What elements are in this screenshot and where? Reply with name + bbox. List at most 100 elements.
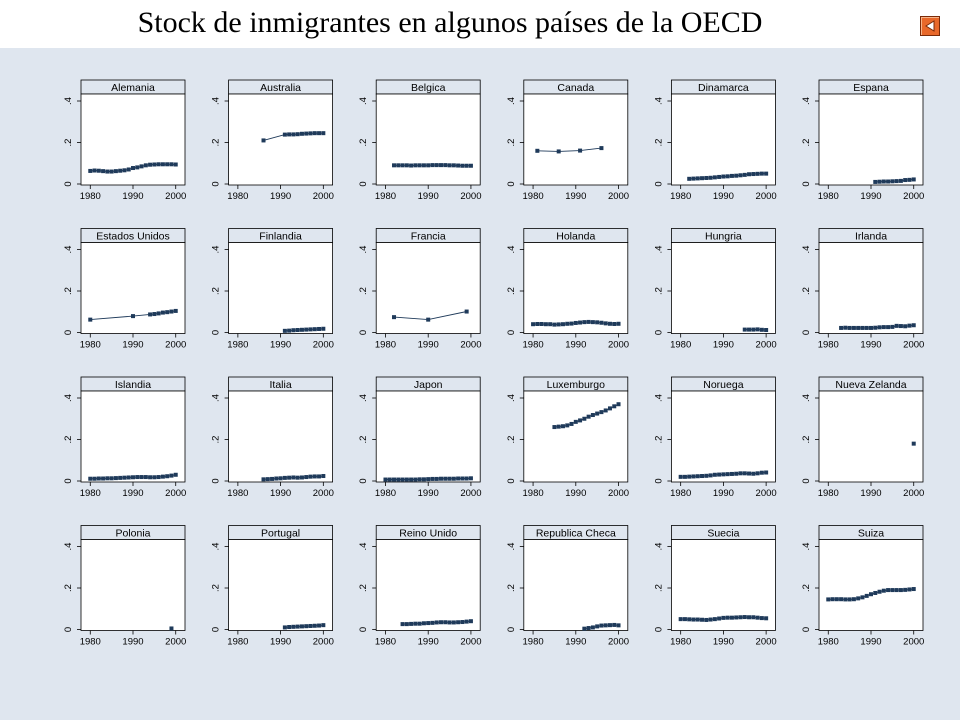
y-tick-label: .4 [358, 97, 369, 105]
data-point [830, 597, 835, 602]
data-point [851, 325, 856, 330]
x-tick-label: 1980 [523, 340, 544, 351]
x-tick-label: 2000 [903, 191, 924, 202]
data-point [404, 163, 409, 168]
data-point [261, 477, 266, 482]
data-point [578, 148, 583, 153]
data-point [135, 475, 140, 480]
data-point [413, 163, 418, 168]
y-tick-label: .4 [63, 543, 74, 551]
data-point [881, 325, 886, 330]
panel-label: Finlandia [259, 231, 302, 243]
x-tick-label: 1990 [418, 637, 439, 648]
data-point [173, 308, 178, 313]
data-point [143, 163, 148, 168]
data-point [417, 477, 422, 482]
panel-reino-unido: Reino Unido 1980 1990 2000 0 .2 .4 [358, 525, 481, 648]
data-point [556, 149, 561, 154]
data-point [383, 477, 388, 482]
data-point [877, 179, 882, 184]
x-tick-label: 1980 [80, 488, 101, 499]
data-point [282, 475, 287, 480]
data-point [396, 477, 401, 482]
data-point [700, 176, 705, 181]
data-point [691, 474, 696, 479]
panel-estados-unidos: Estados Unidos 1980 1990 2000 0 .2 .4 [63, 228, 186, 351]
y-tick-label: .2 [211, 287, 222, 295]
data-point [607, 623, 612, 628]
data-point [894, 588, 899, 593]
data-point [113, 476, 118, 481]
data-point [834, 597, 839, 602]
data-point [886, 588, 891, 593]
data-point [443, 163, 448, 168]
x-tick-label: 1990 [860, 488, 881, 499]
data-point [565, 423, 570, 428]
data-point [321, 131, 326, 136]
data-point [616, 623, 621, 628]
y-tick-label: .4 [358, 394, 369, 402]
data-point [599, 623, 604, 628]
x-tick-label: 1990 [270, 340, 291, 351]
x-tick-label: 2000 [756, 340, 777, 351]
panel-label: Espana [853, 82, 889, 94]
data-point [109, 476, 114, 481]
panel-italia: Italia 1980 1990 2000 0 .2 .4 [211, 376, 334, 499]
x-tick-label: 2000 [903, 340, 924, 351]
y-tick-label: 0 [801, 330, 812, 335]
data-point [291, 475, 296, 480]
data-point [856, 325, 861, 330]
y-tick-label: .2 [506, 436, 517, 444]
data-point [755, 471, 760, 476]
data-point [160, 162, 165, 167]
y-tick-label: 0 [211, 478, 222, 483]
data-point [413, 621, 418, 626]
panel-label: Suiza [858, 528, 884, 540]
data-point [573, 419, 578, 424]
panel-label: Suecia [707, 528, 739, 540]
data-point [460, 620, 465, 625]
plot-box [375, 93, 481, 186]
plot-box [80, 242, 186, 334]
data-point [126, 475, 131, 480]
data-point [160, 474, 165, 479]
y-tick-label: 0 [211, 330, 222, 335]
x-tick-label: 1990 [565, 637, 586, 648]
data-point [725, 472, 730, 477]
data-point [460, 476, 465, 481]
data-point [599, 146, 604, 151]
data-point [725, 174, 730, 179]
data-point [607, 406, 612, 411]
data-point [826, 597, 831, 602]
data-point [152, 162, 157, 167]
y-tick-label: .2 [211, 436, 222, 444]
data-point [903, 324, 908, 329]
data-point [426, 477, 431, 482]
data-point [751, 172, 756, 177]
y-tick-label: .2 [653, 139, 664, 147]
x-tick-label: 1980 [818, 637, 839, 648]
y-tick-label: .2 [358, 139, 369, 147]
data-point [729, 615, 734, 620]
y-tick-label: 0 [63, 181, 74, 186]
data-point [143, 475, 148, 480]
data-point [118, 475, 123, 480]
x-tick-label: 2000 [165, 637, 186, 648]
y-tick-label: 0 [63, 330, 74, 335]
data-point [898, 324, 903, 329]
plot-box [228, 390, 334, 483]
panel-canada: Canada 1980 1990 2000 0 .2 .4 [506, 79, 629, 202]
x-tick-label: 1990 [860, 340, 881, 351]
data-point [421, 477, 426, 482]
data-point [434, 163, 439, 168]
x-tick-label: 1990 [713, 191, 734, 202]
data-point [595, 320, 600, 325]
data-point [873, 179, 878, 184]
back-arrow-icon[interactable] [920, 16, 940, 36]
data-point [764, 171, 769, 176]
data-point [586, 414, 591, 419]
y-tick-label: 0 [653, 330, 664, 335]
data-point [839, 597, 844, 602]
data-point [590, 413, 595, 418]
y-tick-label: .2 [801, 287, 812, 295]
